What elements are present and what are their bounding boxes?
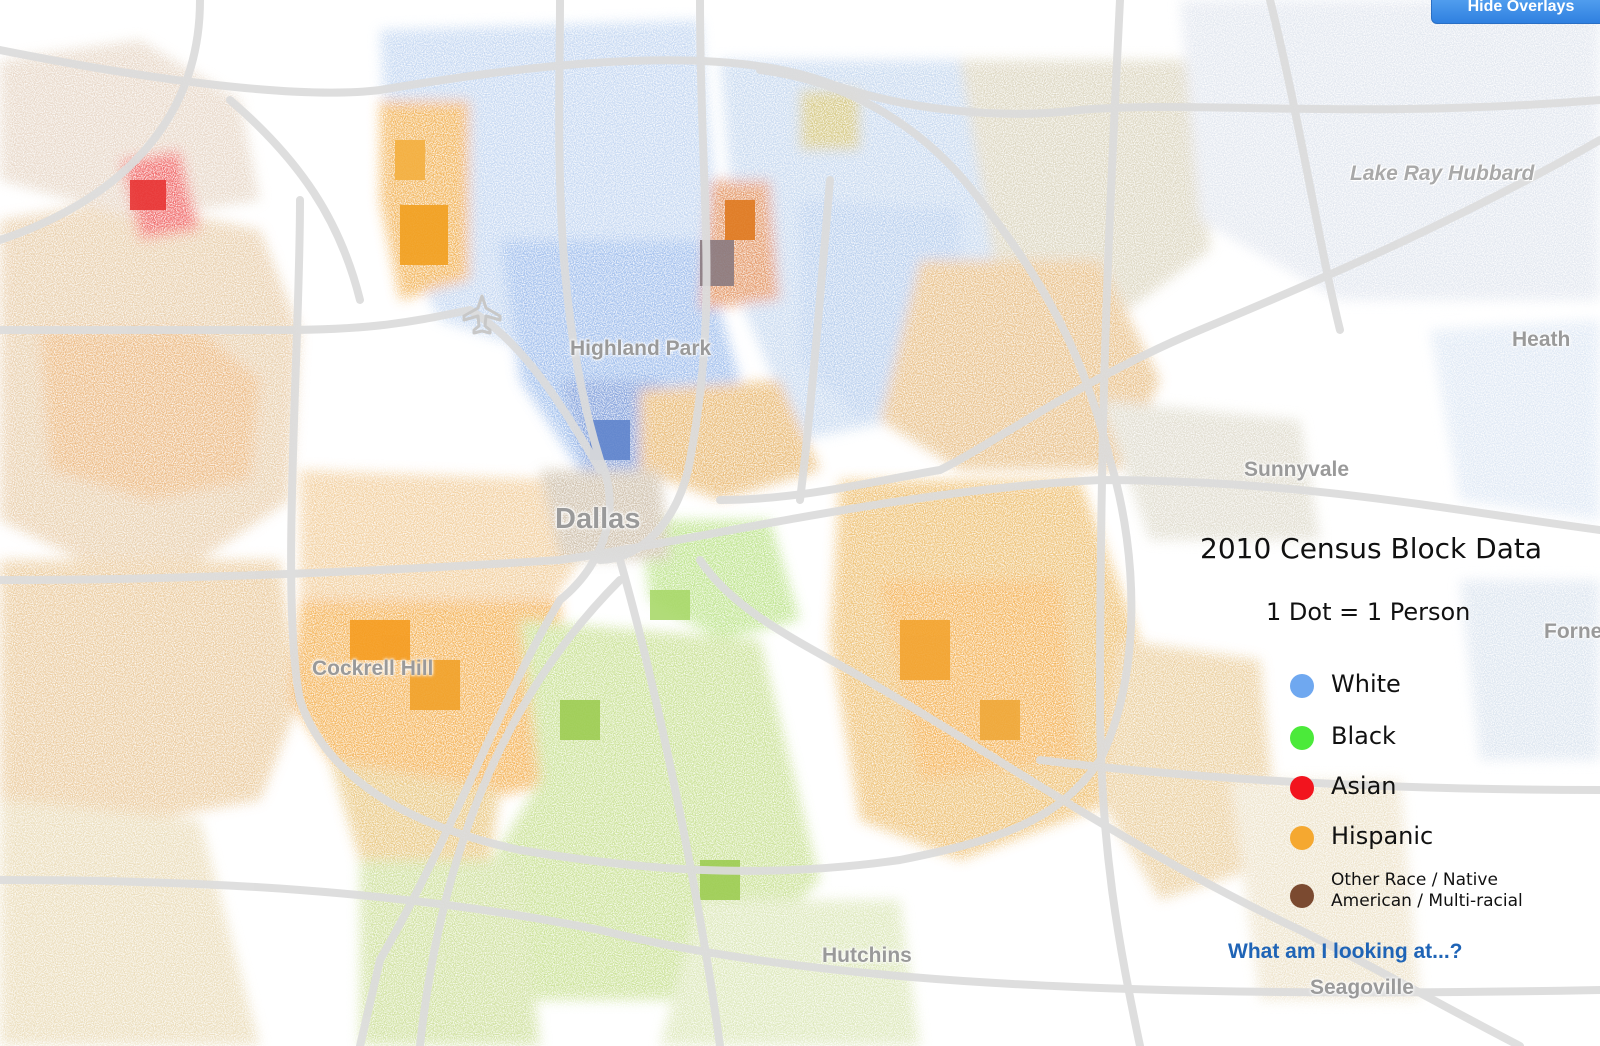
what-am-i-looking-at-link[interactable]: What am I looking at...? (1228, 940, 1463, 963)
legend-label-asian: Asian (1331, 772, 1397, 800)
legend-swatch-black (1290, 726, 1314, 750)
legend-swatch-other (1290, 884, 1314, 908)
place-label-forney: Forney (1544, 620, 1600, 643)
place-label-seagoville: Seagoville (1310, 976, 1414, 999)
legend-label-other-line1: Other Race / Native (1331, 870, 1498, 890)
place-label-dallas: Dallas (555, 503, 641, 535)
legend-subtitle: 1 Dot = 1 Person (1266, 598, 1471, 626)
place-label-cockrell-hill: Cockrell Hill (312, 657, 434, 680)
legend-title: 2010 Census Block Data (1200, 532, 1542, 565)
legend-label-other: Other Race / Native American / Multi-rac… (1331, 870, 1523, 912)
place-label-lake-ray-hubbard: Lake Ray Hubbard (1350, 162, 1535, 185)
census-block-patches (130, 140, 1020, 900)
place-label-sunnyvale: Sunnyvale (1244, 458, 1350, 481)
legend-swatch-white (1290, 674, 1314, 698)
legend-label-hispanic: Hispanic (1331, 822, 1434, 850)
hide-overlays-button[interactable]: Hide Overlays (1431, 0, 1600, 24)
legend-label-black: Black (1331, 722, 1396, 750)
legend-swatch-asian (1290, 776, 1314, 800)
place-label-hutchins: Hutchins (822, 944, 912, 967)
place-label-highland-park: Highland Park (570, 337, 712, 360)
place-label-heath: Heath (1512, 328, 1571, 351)
legend-swatch-hispanic (1290, 826, 1314, 850)
legend-label-white: White (1331, 670, 1401, 698)
airplane-icon (462, 294, 502, 335)
legend-label-other-line2: American / Multi-racial (1331, 891, 1523, 911)
